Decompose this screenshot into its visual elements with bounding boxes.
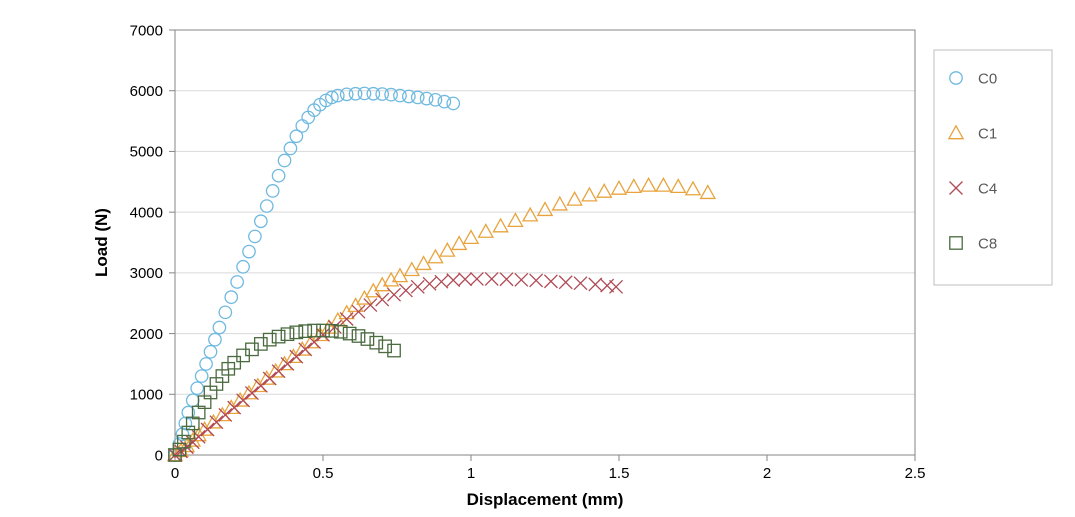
legend-label: C0 <box>978 70 997 87</box>
ytick-label: 3000 <box>130 265 163 282</box>
xtick-label: 0.5 <box>313 465 334 482</box>
xtick-label: 2.5 <box>905 465 926 482</box>
chart-svg: 0 0.5 1 1.5 2 2.5 0 1000 2000 3000 4000 5000 6000 700… <box>0 0 1075 517</box>
xtick-label: 1 <box>467 465 475 482</box>
xtick-label: 2 <box>763 465 771 482</box>
x-axis-label: Displacement (mm) <box>467 490 624 509</box>
xtick-label: 0 <box>171 465 179 482</box>
ytick-label: 6000 <box>130 83 163 100</box>
ytick-label: 1000 <box>130 387 163 404</box>
legend-label: C8 <box>978 235 997 252</box>
ytick-label: 2000 <box>130 326 163 343</box>
legend-label: C4 <box>978 180 997 197</box>
ytick-label: 7000 <box>130 22 163 39</box>
ytick-label: 5000 <box>130 144 163 161</box>
y-axis-label: Load (N) <box>92 208 111 277</box>
ytick-label: 0 <box>155 447 163 464</box>
legend-label: C1 <box>978 125 997 142</box>
chart-bg <box>0 0 1075 517</box>
load-displacement-chart: 0 0.5 1 1.5 2 2.5 0 1000 2000 3000 4000 5000 6000 700… <box>0 0 1075 517</box>
xtick-label: 1.5 <box>609 465 630 482</box>
ytick-label: 4000 <box>130 204 163 221</box>
